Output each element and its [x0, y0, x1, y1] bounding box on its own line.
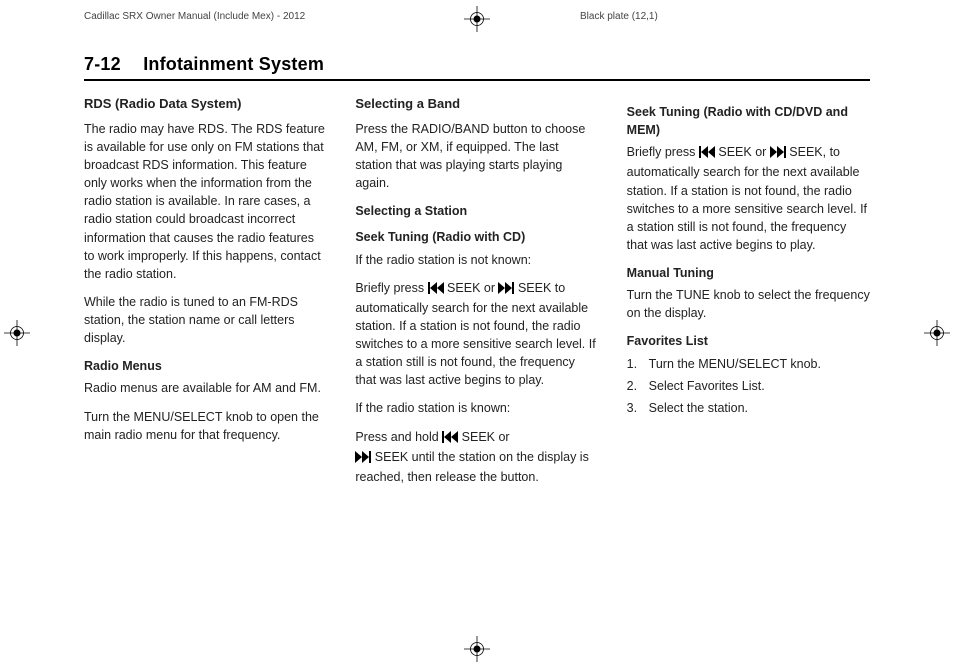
column-2: Selecting a Band Press the RADIO/BAND bu… — [355, 95, 598, 496]
columns: RDS (Radio Data System) The radio may ha… — [84, 95, 870, 496]
para-brief-press-2: Briefly press SEEK or SEEK, to automatic… — [627, 143, 870, 254]
seek-back-icon — [442, 430, 458, 448]
heading-seek-cd: Seek Tuning (Radio with CD) — [355, 228, 598, 246]
favorites-list: Turn the MENU/SELECT knob. Select Favori… — [627, 355, 870, 417]
para-menus-2: Turn the MENU/SELECT knob to open the ma… — [84, 408, 327, 444]
register-mark-left — [4, 320, 30, 346]
para-rds-2: While the radio is tuned to an FM-RDS st… — [84, 293, 327, 347]
section-title: Infotainment System — [143, 54, 324, 74]
column-3: Seek Tuning (Radio with CD/DVD and MEM) … — [627, 95, 870, 496]
para-rds-1: The radio may have RDS. The RDS feature … — [84, 120, 327, 283]
para-manual: Turn the TUNE knob to select the frequen… — [627, 286, 870, 322]
seek-back-icon — [428, 281, 444, 299]
heading-radio-menus: Radio Menus — [84, 357, 327, 375]
para-band: Press the RADIO/BAND button to choose AM… — [355, 120, 598, 193]
register-mark-right — [924, 320, 950, 346]
page-header: 7-12 Infotainment System — [84, 54, 870, 81]
para-menus-1: Radio menus are available for AM and FM. — [84, 379, 327, 397]
printers-header-right: Black plate (12,1) — [580, 11, 658, 22]
register-mark-bottom — [464, 636, 490, 662]
para-station-known: If the radio station is known: — [355, 399, 598, 417]
seek-forward-icon — [498, 281, 514, 299]
page-number: 7-12 — [84, 54, 138, 75]
seek-forward-icon — [770, 145, 786, 163]
printers-header-left: Cadillac SRX Owner Manual (Include Mex) … — [84, 11, 305, 22]
heading-selecting-band: Selecting a Band — [355, 95, 598, 114]
heading-favorites-list: Favorites List — [627, 332, 870, 350]
register-mark-top — [464, 6, 490, 32]
heading-rds: RDS (Radio Data System) — [84, 95, 327, 114]
para-press-hold: Press and hold SEEK or SEEK until the st… — [355, 428, 598, 486]
heading-manual-tuning: Manual Tuning — [627, 264, 870, 282]
heading-selecting-station: Selecting a Station — [355, 202, 598, 220]
list-item: Turn the MENU/SELECT knob. — [627, 355, 870, 373]
seek-back-icon — [699, 145, 715, 163]
heading-seek-dvd: Seek Tuning (Radio with CD/DVD and MEM) — [627, 103, 870, 139]
para-station-unknown: If the radio station is not known: — [355, 251, 598, 269]
list-item: Select Favorites List. — [627, 377, 870, 395]
column-1: RDS (Radio Data System) The radio may ha… — [84, 95, 327, 496]
page-content: 7-12 Infotainment System RDS (Radio Data… — [84, 54, 870, 620]
list-item: Select the station. — [627, 399, 870, 417]
para-brief-press-1: Briefly press SEEK or SEEK to automatica… — [355, 279, 598, 390]
seek-forward-icon — [355, 450, 371, 468]
page-title: 7-12 Infotainment System — [84, 54, 870, 75]
